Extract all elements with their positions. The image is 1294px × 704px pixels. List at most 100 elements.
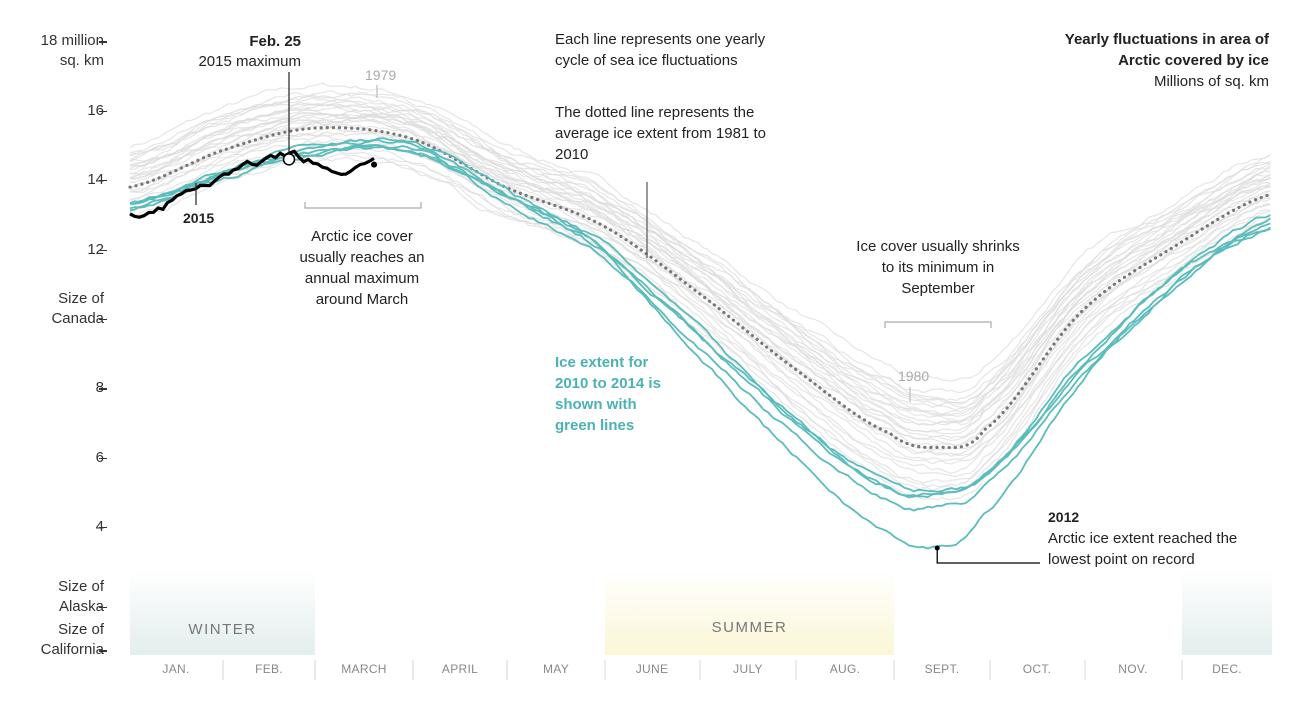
season-band-winter: [130, 570, 315, 655]
y-tick-label: Size of Alaska: [58, 577, 104, 617]
note-line: average ice extent from 1981 to: [555, 125, 766, 142]
gray-year-line-1998: [129, 119, 1271, 441]
max-date-label: Feb. 25: [249, 33, 301, 50]
series-line-2012: [129, 137, 1271, 550]
y-tick-text: Size of: [58, 621, 104, 639]
y-tick-label: 6: [96, 448, 104, 468]
note-line: Arctic ice extent reached the: [1048, 530, 1238, 547]
note-line: around March: [315, 291, 409, 308]
y-tick-mark: [99, 319, 107, 321]
label-2015: 2015: [183, 210, 215, 226]
y-tick-label: 18 million sq. km: [41, 31, 104, 71]
y-tick-mark: [99, 527, 107, 529]
note-line: annual maximum: [304, 270, 420, 287]
y-tick-label: 4: [96, 517, 104, 537]
gray-year-line-1983: [129, 94, 1271, 402]
gray-year-line-1981: [129, 91, 1271, 394]
note-line: The dotted line represents the: [555, 104, 755, 121]
note-line: lowest point on record: [1048, 551, 1195, 568]
gray-year-line-1992: [129, 103, 1271, 416]
gray-year-line-1979: [129, 82, 1271, 382]
x-tick-label: SEPT.: [924, 662, 960, 676]
average-dotted-line: [128, 126, 1274, 450]
x-tick-label: FEB.: [255, 662, 283, 676]
y-tick-mark: [99, 41, 107, 43]
x-tick-label: JUNE: [635, 662, 669, 676]
y-tick-mark: [99, 110, 107, 113]
x-tick-label: MARCH: [341, 662, 387, 676]
note-line: Ice cover usually shrinks: [856, 238, 1020, 255]
y-tick-text: 4: [96, 517, 104, 537]
y-tick-text: Size of: [58, 290, 104, 307]
y-tick-text: 18 million: [40, 32, 104, 50]
units-label: Millions of sq. km: [1153, 73, 1269, 90]
note-line: green lines: [555, 417, 635, 434]
note-line: Each line represents one yearly: [555, 31, 766, 48]
note-record: 2012 Arctic ice extent reached the lowes…: [1048, 507, 1237, 570]
note-line: to its minimum in: [881, 259, 995, 276]
note-line: 2010: [555, 146, 589, 163]
x-tick-label: APRIL: [441, 662, 479, 676]
september-bracket: [884, 321, 992, 328]
gray-year-line-1986: [129, 97, 1271, 405]
gray-year-line-2009: [129, 152, 1271, 492]
gray-year-line-2003: [129, 130, 1271, 457]
series-line-2014: [129, 144, 1271, 499]
note-line: 2010 to 2014 is: [555, 375, 661, 392]
title-line: Arctic covered by ice: [1118, 52, 1269, 69]
x-tick-label: JAN.: [162, 662, 190, 676]
y-tick-mark: [99, 650, 107, 652]
x-tick-label: NOV.: [1118, 662, 1148, 676]
series-line-2013: [129, 146, 1271, 493]
record-year: 2012: [1048, 509, 1080, 525]
gray-year-line-1990: [129, 108, 1271, 426]
chart-title: Yearly fluctuations in area of Arctic co…: [1065, 29, 1269, 92]
max-sub-label: 2015 maximum: [198, 53, 301, 70]
y-tick-label: Size of California: [41, 620, 104, 660]
x-tick-label: JULY: [733, 662, 763, 676]
y-tick-mark: [99, 180, 107, 182]
y-tick-mark: [99, 249, 107, 251]
y-tick-text: 12: [87, 240, 104, 258]
y-tick-text: California: [40, 641, 104, 659]
x-tick-label: OCT.: [1022, 662, 1052, 676]
gray-year-line-2000: [129, 122, 1271, 448]
gray-year-line-2008: [129, 150, 1271, 488]
label-1979: 1979: [365, 67, 397, 83]
y-tick-label: Size of Canada: [51, 289, 104, 329]
march-bracket: [304, 202, 422, 209]
note-green-lines: Ice extent for 2010 to 2014 is shown wit…: [555, 352, 661, 436]
note-dotted-line: The dotted line represents the average i…: [555, 102, 766, 165]
max-marker: [282, 153, 296, 166]
season-label-summer: SUMMER: [711, 619, 788, 636]
y-tick-text: Alaska: [58, 598, 104, 615]
y-tick-text: 8: [96, 378, 104, 398]
y-tick-mark: [99, 607, 107, 609]
y-tick-text: sq. km: [59, 52, 104, 70]
season-band-summer: [605, 570, 894, 655]
note-each-line: Each line represents one yearly cycle of…: [555, 29, 765, 71]
record-leader-line: [936, 548, 1040, 564]
x-tick-label: AUG.: [829, 662, 861, 676]
note-line: cycle of sea ice fluctuations: [555, 52, 738, 69]
note-line: usually reaches an: [299, 249, 425, 266]
title-line: Yearly fluctuations in area of: [1064, 31, 1269, 48]
note-september: Ice cover usually shrinks to its minimum…: [838, 236, 1038, 299]
y-tick-text: 16: [87, 101, 104, 119]
series-line-2011: [129, 144, 1271, 512]
note-line: Arctic ice cover: [311, 228, 413, 245]
y-tick-label: 14: [87, 170, 104, 190]
season-label-winter: WINTER: [188, 621, 257, 638]
note-line: shown with: [555, 396, 637, 413]
gray-year-line-2002: [129, 135, 1271, 465]
y-tick-label: 8: [96, 378, 104, 398]
y-tick-text: 6: [96, 448, 104, 468]
x-tick-label: MAY: [542, 662, 569, 676]
y-tick-mark: [99, 388, 107, 390]
series-line-2010: [129, 138, 1271, 499]
x-tick-label: DEC.: [1212, 662, 1242, 676]
series-2015-end-dot: [371, 161, 378, 168]
y-tick-text: 14: [87, 171, 104, 189]
note-line: Ice extent for: [555, 354, 649, 371]
